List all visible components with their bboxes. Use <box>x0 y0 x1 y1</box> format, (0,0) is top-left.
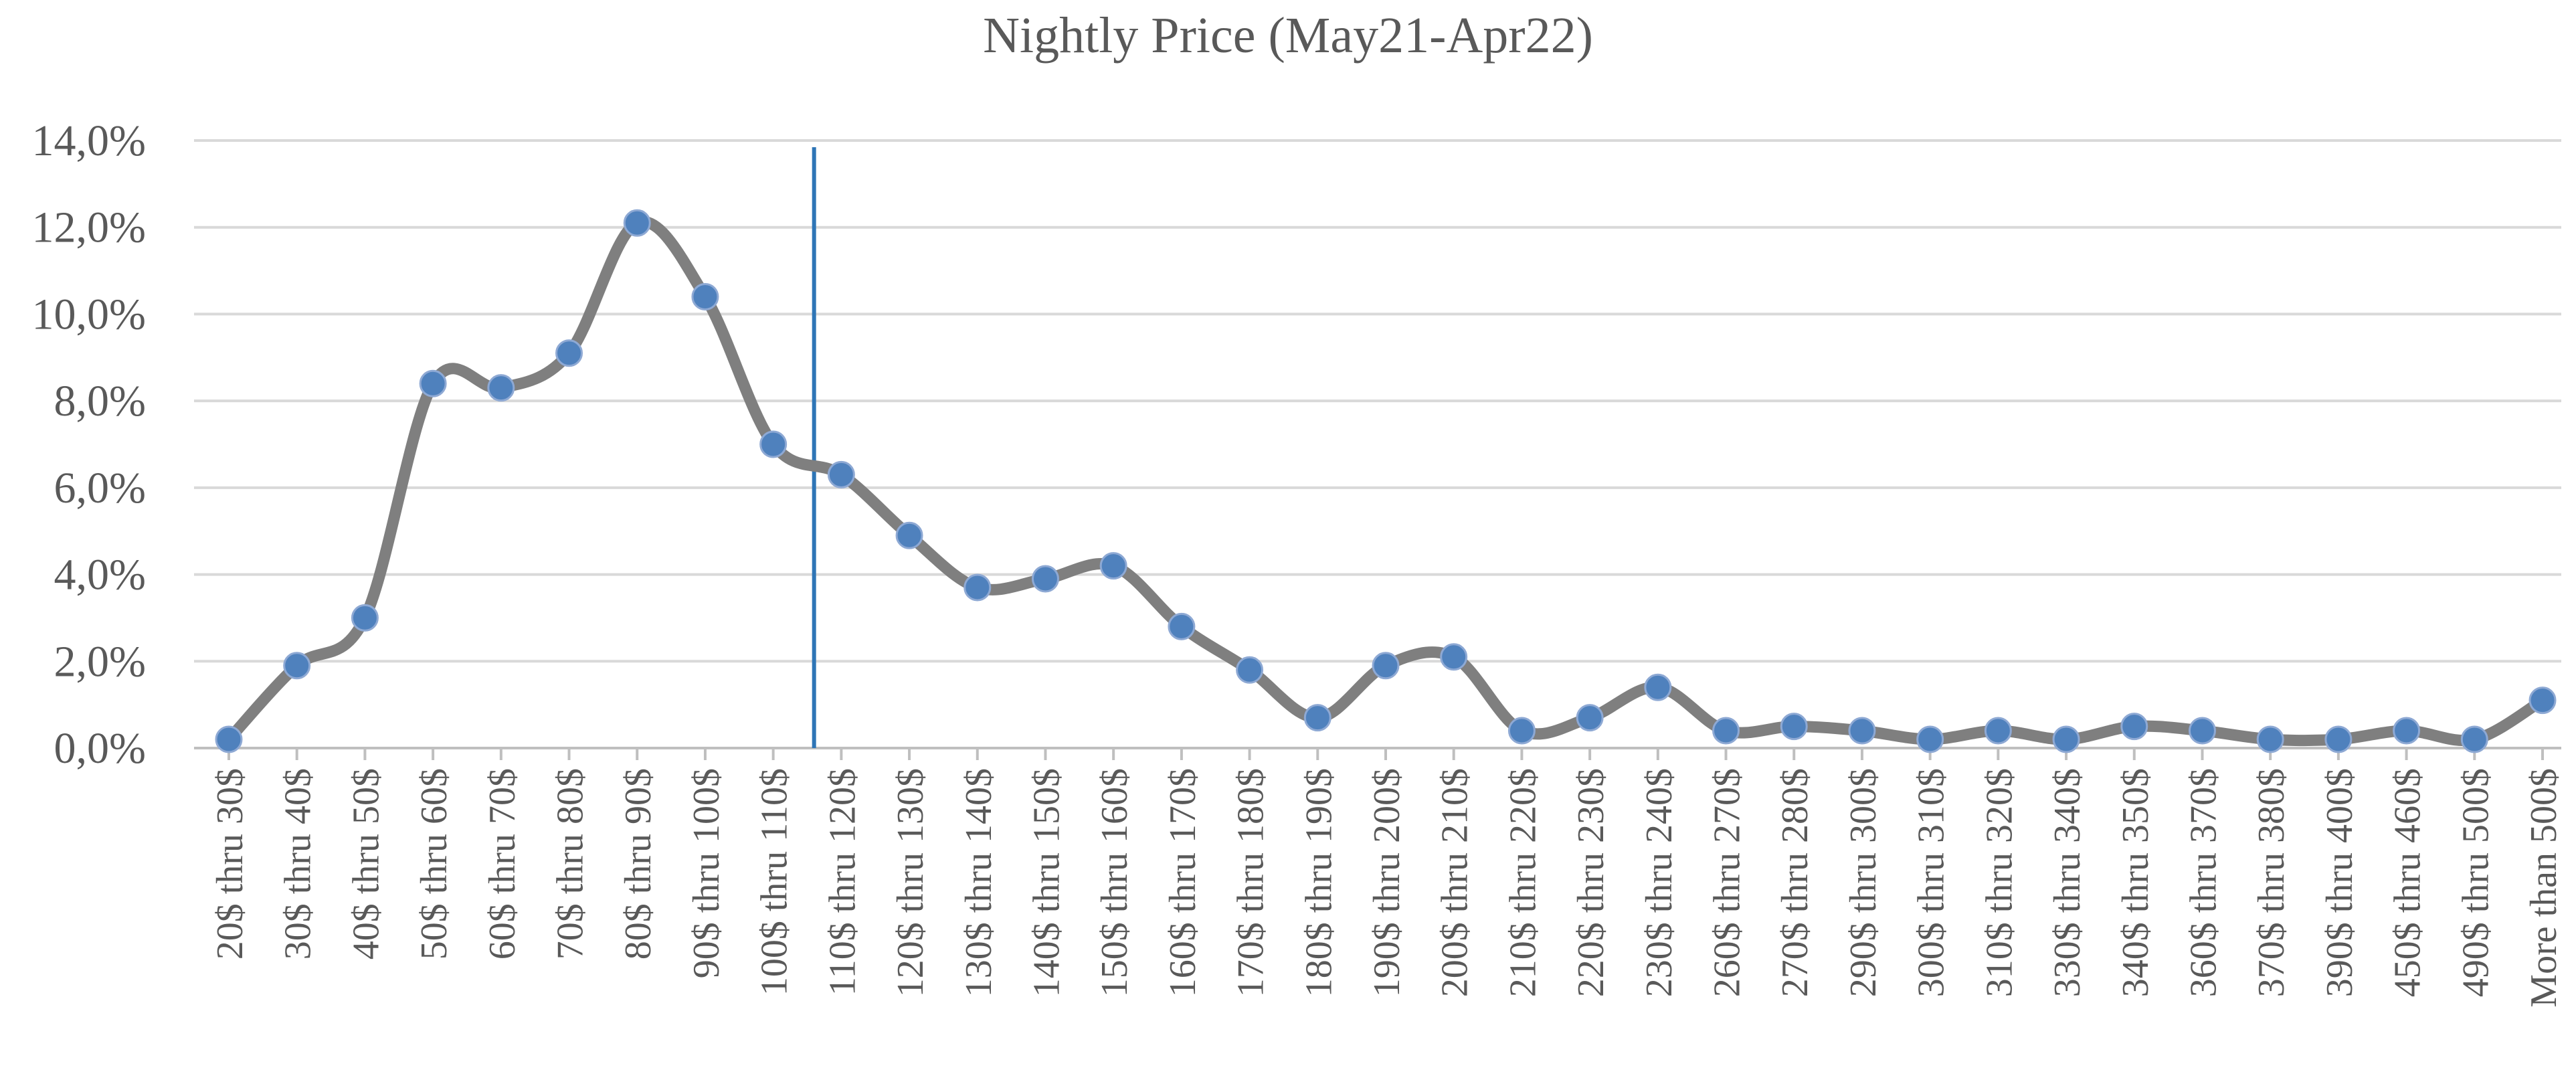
data-point <box>2528 687 2557 715</box>
x-tick-label: 260$ thru 270$ <box>1707 768 1748 997</box>
data-point <box>2120 713 2148 741</box>
data-point <box>827 460 855 488</box>
x-tick-label: 140$ thru 150$ <box>1026 768 1067 997</box>
data-point <box>963 573 992 602</box>
data-point <box>1576 704 1604 732</box>
x-tick-label: 230$ thru 240$ <box>1639 768 1680 997</box>
data-points <box>215 209 2557 753</box>
data-point <box>2324 725 2353 753</box>
data-point <box>1712 717 1740 745</box>
data-point <box>1303 704 1331 732</box>
data-point <box>351 604 379 632</box>
data-point <box>1507 717 1536 745</box>
x-tick-label: 370$ thru 380$ <box>2251 768 2292 997</box>
data-point <box>2460 725 2488 753</box>
data-point <box>1236 656 1264 684</box>
data-point <box>555 339 583 367</box>
data-point <box>1984 717 2012 745</box>
x-tick-label: 80$ thru 90$ <box>618 768 659 960</box>
data-point <box>2393 717 2421 745</box>
x-tick-label: 170$ thru 180$ <box>1230 768 1272 997</box>
x-tick-label: 20$ thru 30$ <box>209 768 251 960</box>
x-tick-label: 110$ thru 120$ <box>822 768 863 996</box>
x-tick-label: 300$ thru 310$ <box>1911 768 1952 997</box>
data-point <box>2256 725 2284 753</box>
x-tick-label: 30$ thru 40$ <box>278 768 319 960</box>
data-point <box>1644 673 1672 701</box>
y-tick-label: 14,0% <box>32 116 146 165</box>
x-axis-ticks: 20$ thru 30$ 30$ thru 40$ 40$ thru 50$ 50$ … <box>209 748 2565 1008</box>
x-tick-label: 200$ thru 210$ <box>1435 768 1476 997</box>
data-point <box>487 374 515 402</box>
x-tick-label: 90$ thru 100$ <box>686 768 727 978</box>
data-point <box>759 430 788 458</box>
data-point <box>1031 565 1059 593</box>
x-tick-label: 40$ thru 50$ <box>345 768 387 960</box>
x-tick-label: 340$ thru 350$ <box>2115 768 2156 997</box>
data-point <box>1848 717 1876 745</box>
x-tick-label: 270$ thru 280$ <box>1774 768 1816 997</box>
x-tick-label: 310$ thru 320$ <box>1979 768 2020 997</box>
y-tick-label: 0,0% <box>54 724 146 773</box>
x-tick-label: 180$ thru 190$ <box>1298 768 1340 997</box>
x-tick-label: 210$ thru 220$ <box>1502 768 1544 997</box>
y-tick-label: 10,0% <box>32 290 146 339</box>
data-point <box>2188 717 2216 745</box>
x-tick-label: 160$ thru 170$ <box>1162 768 1204 997</box>
data-point <box>1168 612 1196 640</box>
x-tick-label: 390$ thru 400$ <box>2319 768 2361 997</box>
data-point <box>2052 725 2080 753</box>
data-point <box>419 369 447 397</box>
y-axis-ticks: 0,0% 2,0% 4,0% 6,0% 8,0% 10,0% 12,0% 14,0% <box>32 116 146 773</box>
data-point <box>1440 643 1468 671</box>
x-tick-label: 360$ thru 370$ <box>2183 768 2224 997</box>
data-point <box>215 725 243 753</box>
x-tick-label: 220$ thru 230$ <box>1570 768 1612 997</box>
data-point <box>1099 552 1127 580</box>
chart-title: Nightly Price (May21-Apr22) <box>983 7 1593 64</box>
y-tick-label: 8,0% <box>54 377 146 426</box>
y-tick-label: 2,0% <box>54 637 146 686</box>
data-point <box>1372 652 1400 680</box>
x-tick-label: 490$ thru 500$ <box>2455 768 2496 997</box>
x-tick-label: 60$ thru 70$ <box>482 768 523 960</box>
y-tick-label: 12,0% <box>32 203 146 252</box>
x-tick-label: 330$ thru 340$ <box>2047 768 2088 997</box>
data-point <box>1780 713 1808 741</box>
x-tick-label: More than 500$ <box>2523 768 2565 1008</box>
x-tick-label: 100$ thru 110$ <box>754 768 796 996</box>
x-tick-label: 50$ thru 60$ <box>413 768 455 960</box>
y-tick-label: 4,0% <box>54 551 146 600</box>
data-point <box>1916 725 1944 753</box>
x-tick-label: 70$ thru 80$ <box>550 768 591 960</box>
y-tick-label: 6,0% <box>54 464 146 513</box>
data-point <box>895 521 923 549</box>
data-point <box>623 209 651 237</box>
x-tick-label: 450$ thru 460$ <box>2387 768 2429 997</box>
x-tick-label: 120$ thru 130$ <box>890 768 931 997</box>
data-point <box>283 652 311 680</box>
x-tick-label: 290$ thru 300$ <box>1843 768 1884 997</box>
data-point <box>691 282 719 310</box>
x-tick-label: 190$ thru 200$ <box>1366 768 1408 997</box>
x-tick-label: 130$ thru 140$ <box>958 768 1000 997</box>
x-tick-label: 150$ thru 160$ <box>1094 768 1135 997</box>
